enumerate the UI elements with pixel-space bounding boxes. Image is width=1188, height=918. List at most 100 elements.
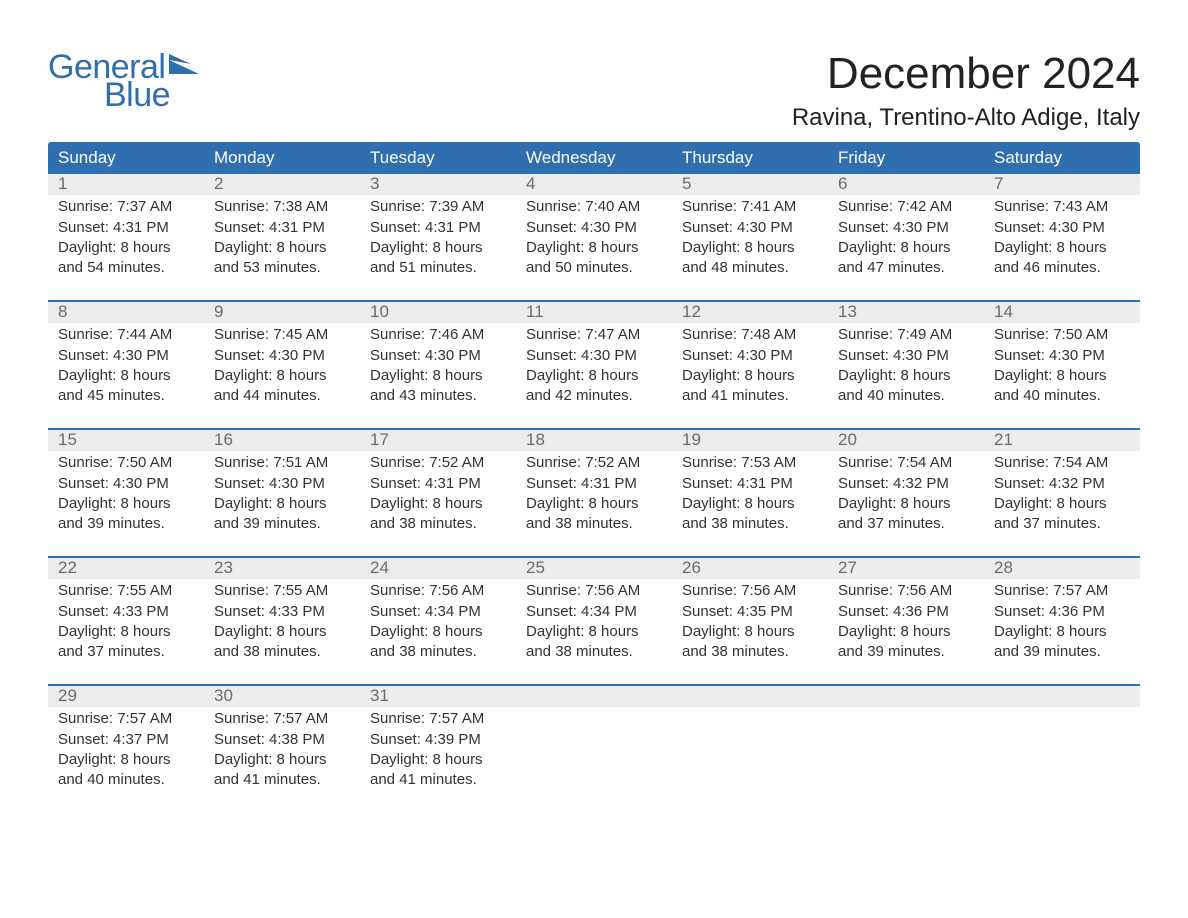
sunset-text: Sunset: 4:30 PM	[214, 474, 350, 494]
day-number-cell: 31	[360, 686, 516, 707]
sunrise-text: Sunrise: 7:43 AM	[994, 197, 1130, 217]
day-data-cell: Sunrise: 7:55 AMSunset: 4:33 PMDaylight:…	[204, 579, 360, 666]
dl1-text: Daylight: 8 hours	[682, 494, 818, 514]
day-number: 21	[994, 430, 1130, 451]
day-number-row: 15161718192021	[48, 428, 1140, 451]
day-data-row: Sunrise: 7:55 AM Sunset: 4:33 PM Daylight:…	[48, 579, 1140, 666]
day-data-cell	[984, 707, 1140, 794]
dl2-text: and 38 minutes.	[526, 642, 662, 662]
sunrise-text: Sunrise: 7:40 AM	[526, 197, 662, 217]
sunrise-text: Sunrise: 7:57 AM	[214, 709, 350, 729]
day-number-cell	[828, 686, 984, 707]
dl2-text: and 45 minutes.	[58, 386, 194, 406]
day-number-cell: 30	[204, 686, 360, 707]
day-number-row: 1234567	[48, 174, 1140, 195]
sunrise-text: Sunrise: 7:57 AM	[58, 709, 194, 729]
weekday-wednesday: Wednesday	[516, 142, 672, 174]
dl1-text: Daylight: 8 hours	[58, 366, 194, 386]
day-number-cell: 11	[516, 302, 672, 323]
dl1-text: Daylight: 8 hours	[214, 750, 350, 770]
day-data-cell: Sunrise: 7:56 AMSunset: 4:34 PMDaylight:…	[516, 579, 672, 666]
day-data-cell: Sunrise: 7:50 AMSunset: 4:30 PMDaylight:…	[984, 323, 1140, 410]
dl2-text: and 53 minutes.	[214, 258, 350, 278]
weekday-sunday: Sunday	[48, 142, 204, 174]
dl2-text: and 51 minutes.	[370, 258, 506, 278]
day-data-cell: Sunrise: 7:56 AMSunset: 4:34 PMDaylight:…	[360, 579, 516, 666]
weekday-thursday: Thursday	[672, 142, 828, 174]
day-number-cell: 18	[516, 430, 672, 451]
dl1-text: Daylight: 8 hours	[370, 622, 506, 642]
day-data-cell: Sunrise: 7:45 AMSunset: 4:30 PMDaylight:…	[204, 323, 360, 410]
sunset-text: Sunset: 4:35 PM	[682, 602, 818, 622]
sunrise-text: Sunrise: 7:38 AM	[214, 197, 350, 217]
calendar: Sunday Monday Tuesday Wednesday Thursday…	[48, 142, 1140, 794]
day-number-cell: 20	[828, 430, 984, 451]
logo-text-blue: Blue	[104, 78, 199, 112]
dl1-text: Daylight: 8 hours	[58, 238, 194, 258]
sunset-text: Sunset: 4:36 PM	[838, 602, 974, 622]
dl1-text: Daylight: 8 hours	[214, 494, 350, 514]
sunrise-text: Sunrise: 7:44 AM	[58, 325, 194, 345]
dl2-text: and 38 minutes.	[214, 642, 350, 662]
dl2-text: and 54 minutes.	[58, 258, 194, 278]
day-number-cell: 26	[672, 558, 828, 579]
sunset-text: Sunset: 4:30 PM	[838, 218, 974, 238]
day-data-cell: Sunrise: 7:51 AMSunset: 4:30 PMDaylight:…	[204, 451, 360, 538]
week-block: 15161718192021Sunrise: 7:50 AMSunset: 4:…	[48, 428, 1140, 538]
day-data-cell: Sunrise: 7:43 AMSunset: 4:30 PMDaylight:…	[984, 195, 1140, 282]
day-number: 4	[526, 174, 662, 195]
day-number-cell: 9	[204, 302, 360, 323]
weekday-friday: Friday	[828, 142, 984, 174]
sunrise-text: Sunrise: 7:48 AM	[682, 325, 818, 345]
sunset-text: Sunset: 4:31 PM	[370, 474, 506, 494]
week-block: 891011121314Sunrise: 7:44 AMSunset: 4:30…	[48, 300, 1140, 410]
dl1-text: Daylight: 8 hours	[838, 622, 974, 642]
day-number-cell: 19	[672, 430, 828, 451]
dl1-text: Daylight: 8 hours	[526, 622, 662, 642]
day-number-cell: 4	[516, 174, 672, 195]
day-data-cell: Sunrise: 7:49 AMSunset: 4:30 PMDaylight:…	[828, 323, 984, 410]
day-number-cell: 12	[672, 302, 828, 323]
dl1-text: Daylight: 8 hours	[526, 494, 662, 514]
sunset-text: Sunset: 4:30 PM	[994, 346, 1130, 366]
day-number-row: 293031	[48, 684, 1140, 707]
location-text: Ravina, Trentino-Alto Adige, Italy	[792, 104, 1140, 132]
day-number: 6	[838, 174, 974, 195]
day-number: 3	[370, 174, 506, 195]
sunset-text: Sunset: 4:30 PM	[838, 346, 974, 366]
day-data-cell: Sunrise: 7:50 AMSunset: 4:30 PMDaylight:…	[48, 451, 204, 538]
day-data-row: Sunrise: 7:44 AMSunset: 4:30 PMDaylight:…	[48, 323, 1140, 410]
day-data-cell: Sunrise: 7:41 AMSunset: 4:30 PMDaylight:…	[672, 195, 828, 282]
day-data-cell: Sunrise: 7:44 AMSunset: 4:30 PMDaylight:…	[48, 323, 204, 410]
day-number-cell: 15	[48, 430, 204, 451]
day-number-cell: 28	[984, 558, 1140, 579]
dl1-text: Daylight: 8 hours	[838, 238, 974, 258]
day-data-cell: Sunrise: 7:57 AMSunset: 4:38 PMDaylight:…	[204, 707, 360, 794]
day-number-row: 22232425262728	[48, 556, 1140, 579]
sunset-text: Sunset: 4:30 PM	[370, 346, 506, 366]
dl1-text: Daylight: 8 hours	[370, 238, 506, 258]
sunrise-text: Sunrise: 7:50 AM	[58, 453, 194, 473]
day-number: 19	[682, 430, 818, 451]
day-data-cell: Sunrise: 7:56 AMSunset: 4:35 PMDaylight:…	[672, 579, 828, 666]
day-number-cell: 2	[204, 174, 360, 195]
dl2-text: and 43 minutes.	[370, 386, 506, 406]
week-block: 22232425262728Sunrise: 7:55 AM Sunset: 4:…	[48, 556, 1140, 666]
day-number: 30	[214, 686, 350, 707]
day-number	[838, 686, 974, 707]
day-number: 24	[370, 558, 506, 579]
sunset-text: Sunset: 4:32 PM	[994, 474, 1130, 494]
dl2-text: and 38 minutes.	[370, 514, 506, 534]
day-number-cell: 21	[984, 430, 1140, 451]
dl1-text: Daylight: 8 hours	[370, 494, 506, 514]
dl1-text: Daylight: 8 hours	[838, 494, 974, 514]
sunrise-text: Sunrise: 7:52 AM	[526, 453, 662, 473]
day-data-cell: Sunrise: 7:56 AMSunset: 4:36 PMDaylight:…	[828, 579, 984, 666]
day-data-cell: Sunrise: 7:52 AMSunset: 4:31 PMDaylight:…	[360, 451, 516, 538]
dl1-text: Daylight: 8 hours	[370, 366, 506, 386]
day-number-cell: 17	[360, 430, 516, 451]
sunset-text: Sunset: 4:33 PM	[58, 602, 194, 622]
sunrise-text: Sunrise: 7:55 AM	[214, 581, 350, 601]
dl2-text: and 39 minutes.	[58, 514, 194, 534]
day-data-cell	[828, 707, 984, 794]
